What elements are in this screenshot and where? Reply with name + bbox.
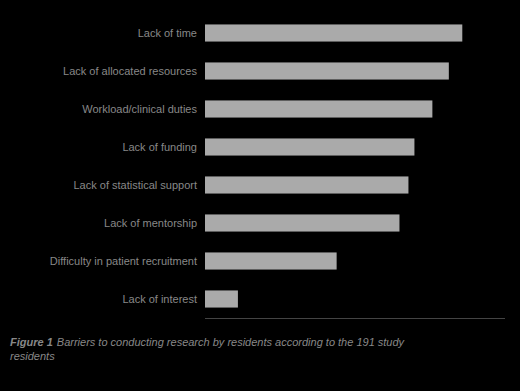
bar (205, 138, 414, 155)
y-tick-label: Workload/clinical duties (82, 103, 197, 115)
y-tick-label: Lack of interest (122, 293, 197, 305)
bar (205, 252, 337, 269)
y-tick-label: Lack of time (138, 27, 197, 39)
bar (205, 290, 238, 307)
y-tick-label: Lack of funding (122, 141, 197, 153)
y-tick-label: Lack of allocated resources (63, 65, 197, 77)
bar (205, 24, 462, 41)
y-tick-label: Difficulty in patient recruitment (50, 255, 197, 267)
bar (205, 100, 432, 117)
bars (205, 24, 462, 307)
bar (205, 62, 449, 79)
caption-label: Figure 1 (10, 336, 53, 348)
y-tick-label: Lack of mentorship (104, 217, 197, 229)
caption: Barriers to conducting research by resid… (10, 336, 406, 362)
chart: Lack of time Lack of allocated resources W… (0, 0, 520, 391)
bar (205, 214, 399, 231)
background (0, 0, 520, 391)
y-tick-label: Lack of statistical support (73, 179, 197, 191)
x-axis-line (205, 318, 505, 319)
bar (205, 176, 408, 193)
